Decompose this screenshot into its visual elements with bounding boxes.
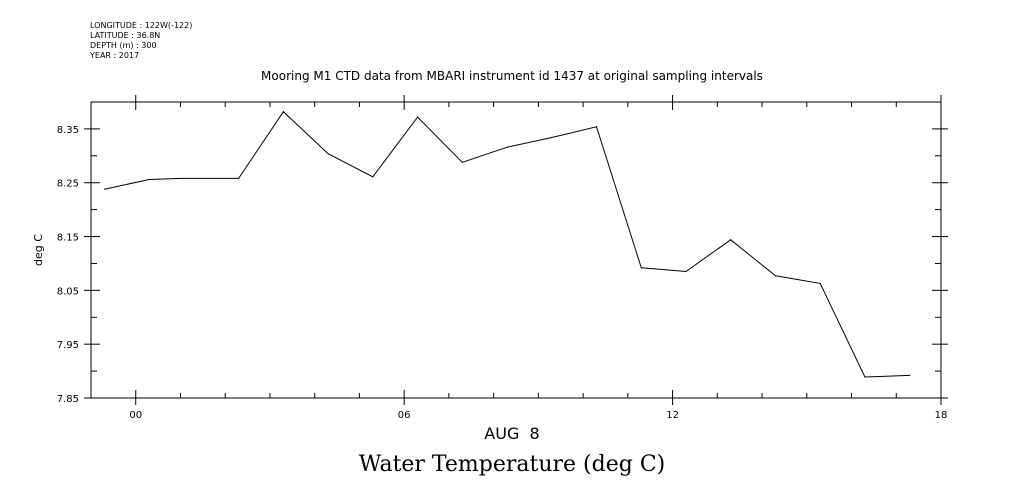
temperature-point <box>179 177 182 180</box>
temperature-point <box>595 126 598 128</box>
temperature-point <box>282 111 284 113</box>
tick-labels: 00 06 12 18 7.85 7.95 8.05 8.15 8.25 8.35 <box>57 125 948 421</box>
plot-frame <box>90 101 942 399</box>
x-tick-label: 12 <box>666 410 679 421</box>
dataset-metadata: LONGITUDE : 122W(-122) LATITUDE : 36.8N … <box>90 21 192 61</box>
series-layer <box>103 110 911 378</box>
y-tick-label: 7.85 <box>57 394 79 405</box>
temperature-point <box>238 177 240 180</box>
temperature-point <box>774 275 777 277</box>
temperature-point <box>327 153 329 155</box>
temperature-point <box>819 282 821 284</box>
y-axis-label: deg C <box>32 234 45 266</box>
y-tick-label: 7.95 <box>57 340 79 351</box>
temperature-point <box>730 239 732 241</box>
temperature-point <box>372 176 374 178</box>
temperature-point <box>148 178 150 181</box>
x-tick-label: 06 <box>398 410 411 421</box>
temperature-point <box>640 267 642 269</box>
temperature-point <box>864 376 866 378</box>
temperature-point <box>416 116 419 118</box>
footer-title: Water Temperature (deg C) <box>358 452 666 477</box>
latitude-label: LATITUDE : 36.8N <box>90 31 161 40</box>
temperature-series-line <box>104 110 910 378</box>
chart-title: Mooring M1 CTD data from MBARI instrumen… <box>261 69 763 83</box>
temperature-point <box>551 136 553 139</box>
temperature-point <box>909 374 911 376</box>
temperature-point <box>685 270 687 273</box>
longitude-label: LONGITUDE : 122W(-122) <box>90 21 193 30</box>
axis-ticks <box>84 95 948 405</box>
x-tick-label: 00 <box>129 410 142 421</box>
temperature-point <box>103 188 106 190</box>
y-tick-label: 8.35 <box>57 125 79 136</box>
y-tick-label: 8.05 <box>57 286 79 297</box>
year-label: YEAR : 2017 <box>90 51 140 60</box>
y-tick-label: 8.15 <box>57 233 79 244</box>
y-tick-label: 8.25 <box>57 179 79 190</box>
x-tick-label: 18 <box>935 410 948 421</box>
temperature-point <box>506 146 508 148</box>
x-axis-label: AUG 8 <box>484 424 539 443</box>
depth-label: DEPTH (m) : 300 <box>90 41 157 50</box>
temperature-point <box>461 161 463 163</box>
